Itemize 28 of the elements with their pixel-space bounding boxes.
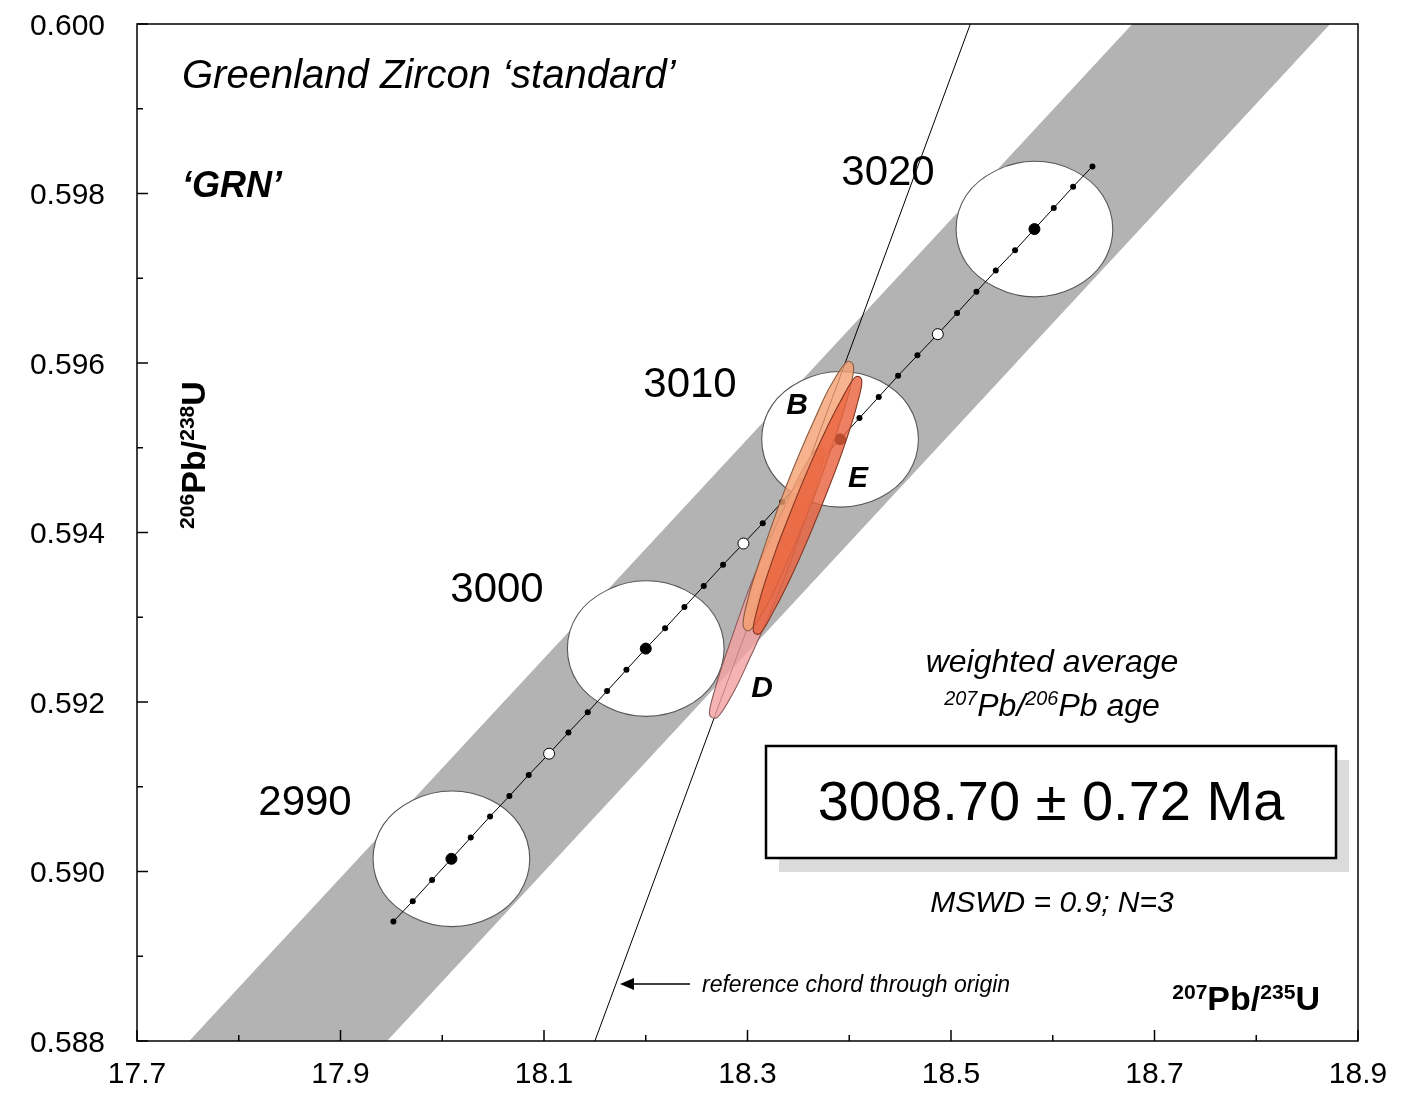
y-tick-label: 0.592 [29, 685, 105, 719]
annotation: reference chord through origin [702, 971, 1011, 997]
y-tick-label: 0.588 [29, 1024, 105, 1058]
annotation: B [786, 387, 808, 420]
annotation: 2990 [258, 777, 352, 824]
x-tick-label: 18.5 [921, 1056, 981, 1089]
y-tick-label: 0.596 [29, 346, 105, 380]
annotation: $^{207}$Pb/$^{206}$Pb age [943, 687, 1160, 723]
annotation: 3008.70 ± 0.72 Ma [817, 769, 1286, 832]
x-tick-label: 18.1 [514, 1056, 574, 1089]
x-axis-title: $^{207}$Pb/$^{235}$U [1172, 979, 1320, 1017]
y-tick-label: 0.594 [29, 516, 105, 549]
annotation: 3000 [450, 564, 544, 611]
annotation: D [751, 670, 773, 703]
x-tick-label: 18.7 [1125, 1056, 1184, 1089]
y-tick-label: 0.598 [29, 177, 105, 210]
x-tick-label: 17.7 [107, 1056, 167, 1089]
x-tick-label: 18.9 [1328, 1056, 1388, 1089]
annotation: MSWD = 0.9; N=3 [930, 885, 1175, 918]
annotation: weighted average [925, 643, 1179, 679]
x-tick-label: 18.3 [718, 1056, 777, 1089]
y-tick-label: 0.590 [29, 855, 105, 888]
y-tick-label: 0.600 [29, 7, 105, 41]
annotation: 3010 [643, 359, 737, 406]
text: Greenland Zircon ‘standard’ [182, 52, 677, 96]
x-tick-label: 17.9 [311, 1056, 370, 1089]
annotation: E [847, 460, 869, 493]
text: ‘GRN’ [182, 164, 283, 205]
